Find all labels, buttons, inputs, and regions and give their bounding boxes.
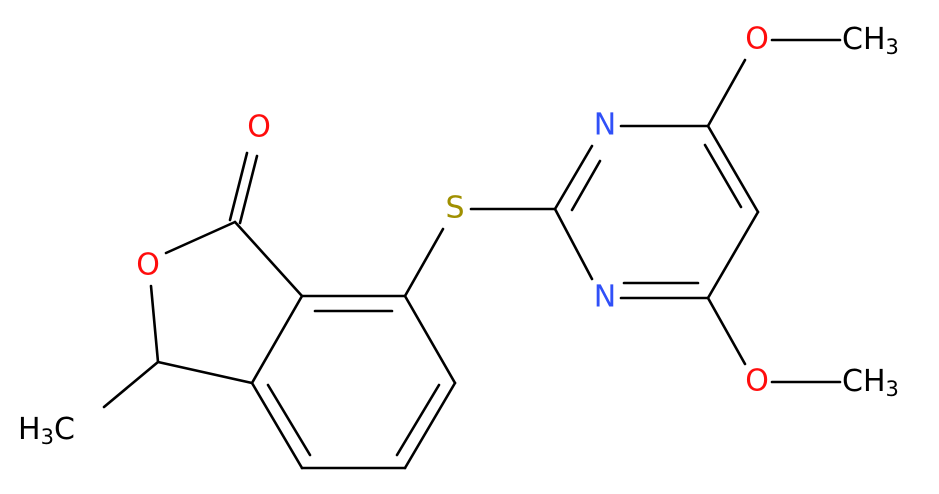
atom-text: CH [842,22,886,57]
atom-text: H [18,412,41,447]
atom-label: O [745,364,769,399]
bond [233,220,304,298]
bond [164,220,237,255]
bond [706,296,747,366]
atom-text: CH [842,364,886,399]
bond [553,207,594,281]
bonds [102,38,842,470]
atom-label: O [136,248,160,283]
bond [706,58,747,128]
bond [703,143,743,209]
bond [228,151,249,222]
bond [706,124,760,214]
bond [403,381,457,470]
bond [250,294,304,385]
bond [238,154,259,225]
bond [250,381,304,470]
atom-labels: O O H3C S N N O CH3 O CH3 [18,22,899,450]
bond [149,284,160,364]
atom-label: N [594,280,616,315]
atom-label: H3C [18,412,75,450]
atom-label: S [445,191,464,226]
bond [706,210,760,300]
atom-text: C [54,412,75,447]
bond [156,360,254,385]
bond [102,360,160,409]
atom-label: N [594,108,616,143]
atom-label: CH3 [842,364,899,402]
atom-label: O [745,22,769,57]
bond [553,144,594,211]
bond [570,159,602,212]
bond [266,383,312,457]
bond [395,383,441,457]
atom-subscript: 3 [886,377,899,401]
atom-subscript: 3 [41,425,54,449]
atom-label: O [247,110,271,145]
bond [403,227,445,298]
atom-label: CH3 [842,22,899,60]
atom-subscript: 3 [886,35,899,59]
bond [403,294,457,385]
